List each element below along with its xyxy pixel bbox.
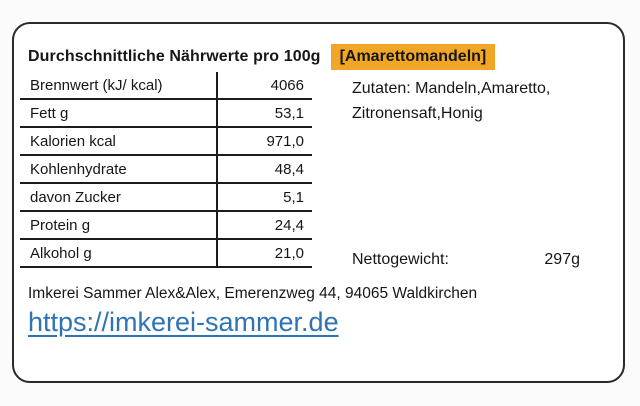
- net-weight-value: 297g: [544, 251, 580, 268]
- nutrient-value: 48,4: [216, 156, 312, 182]
- table-row: Kalorien kcal 971,0: [20, 128, 312, 156]
- nutrient-name: Kohlenhydrate: [30, 160, 127, 178]
- net-weight-label: Nettogewicht:: [352, 251, 449, 268]
- nutrient-name: davon Zucker: [30, 188, 121, 206]
- nutrition-label: Durchschnittliche Nährwerte pro 100g [Am…: [12, 22, 625, 383]
- label-title: Durchschnittliche Nährwerte pro 100g: [28, 48, 321, 65]
- nutrient-value: 4066: [216, 72, 312, 98]
- nutrient-value: 53,1: [216, 100, 312, 126]
- nutrient-name: Alkohol g: [30, 244, 92, 262]
- nutrient-name: Brennwert (kJ/ kcal): [30, 76, 163, 94]
- table-row: Kohlenhydrate 48,4: [20, 156, 312, 184]
- net-weight-row: Nettogewicht: 297g: [352, 251, 580, 269]
- ingredients-text: Zutaten: Mandeln,Amaretto, Zitronensaft,…: [352, 80, 551, 122]
- table-row: Brennwert (kJ/ kcal) 4066: [20, 72, 312, 100]
- nutrient-value: 24,4: [216, 212, 312, 238]
- nutrient-value: 5,1: [216, 184, 312, 210]
- product-name-highlight: [Amarettomandeln]: [330, 44, 496, 70]
- website-link[interactable]: https://imkerei-sammer.de: [28, 307, 339, 337]
- nutrient-value: 971,0: [216, 128, 312, 154]
- label-header: Durchschnittliche Nährwerte pro 100g [Am…: [28, 44, 496, 70]
- address-line: Imkerei Sammer Alex&Alex, Emerenzweg 44,…: [28, 285, 478, 302]
- nutrient-name: Kalorien kcal: [30, 132, 116, 150]
- table-row: davon Zucker 5,1: [20, 184, 312, 212]
- table-row: Protein g 24,4: [20, 212, 312, 240]
- table-row: Alkohol g 21,0: [20, 240, 312, 268]
- table-row: Fett g 53,1: [20, 100, 312, 128]
- nutrient-name: Fett g: [30, 104, 69, 122]
- nutrient-value: 21,0: [216, 240, 312, 266]
- nutrient-name: Protein g: [30, 216, 91, 234]
- nutrition-table: Brennwert (kJ/ kcal) 4066 Fett g 53,1 Ka…: [20, 72, 312, 268]
